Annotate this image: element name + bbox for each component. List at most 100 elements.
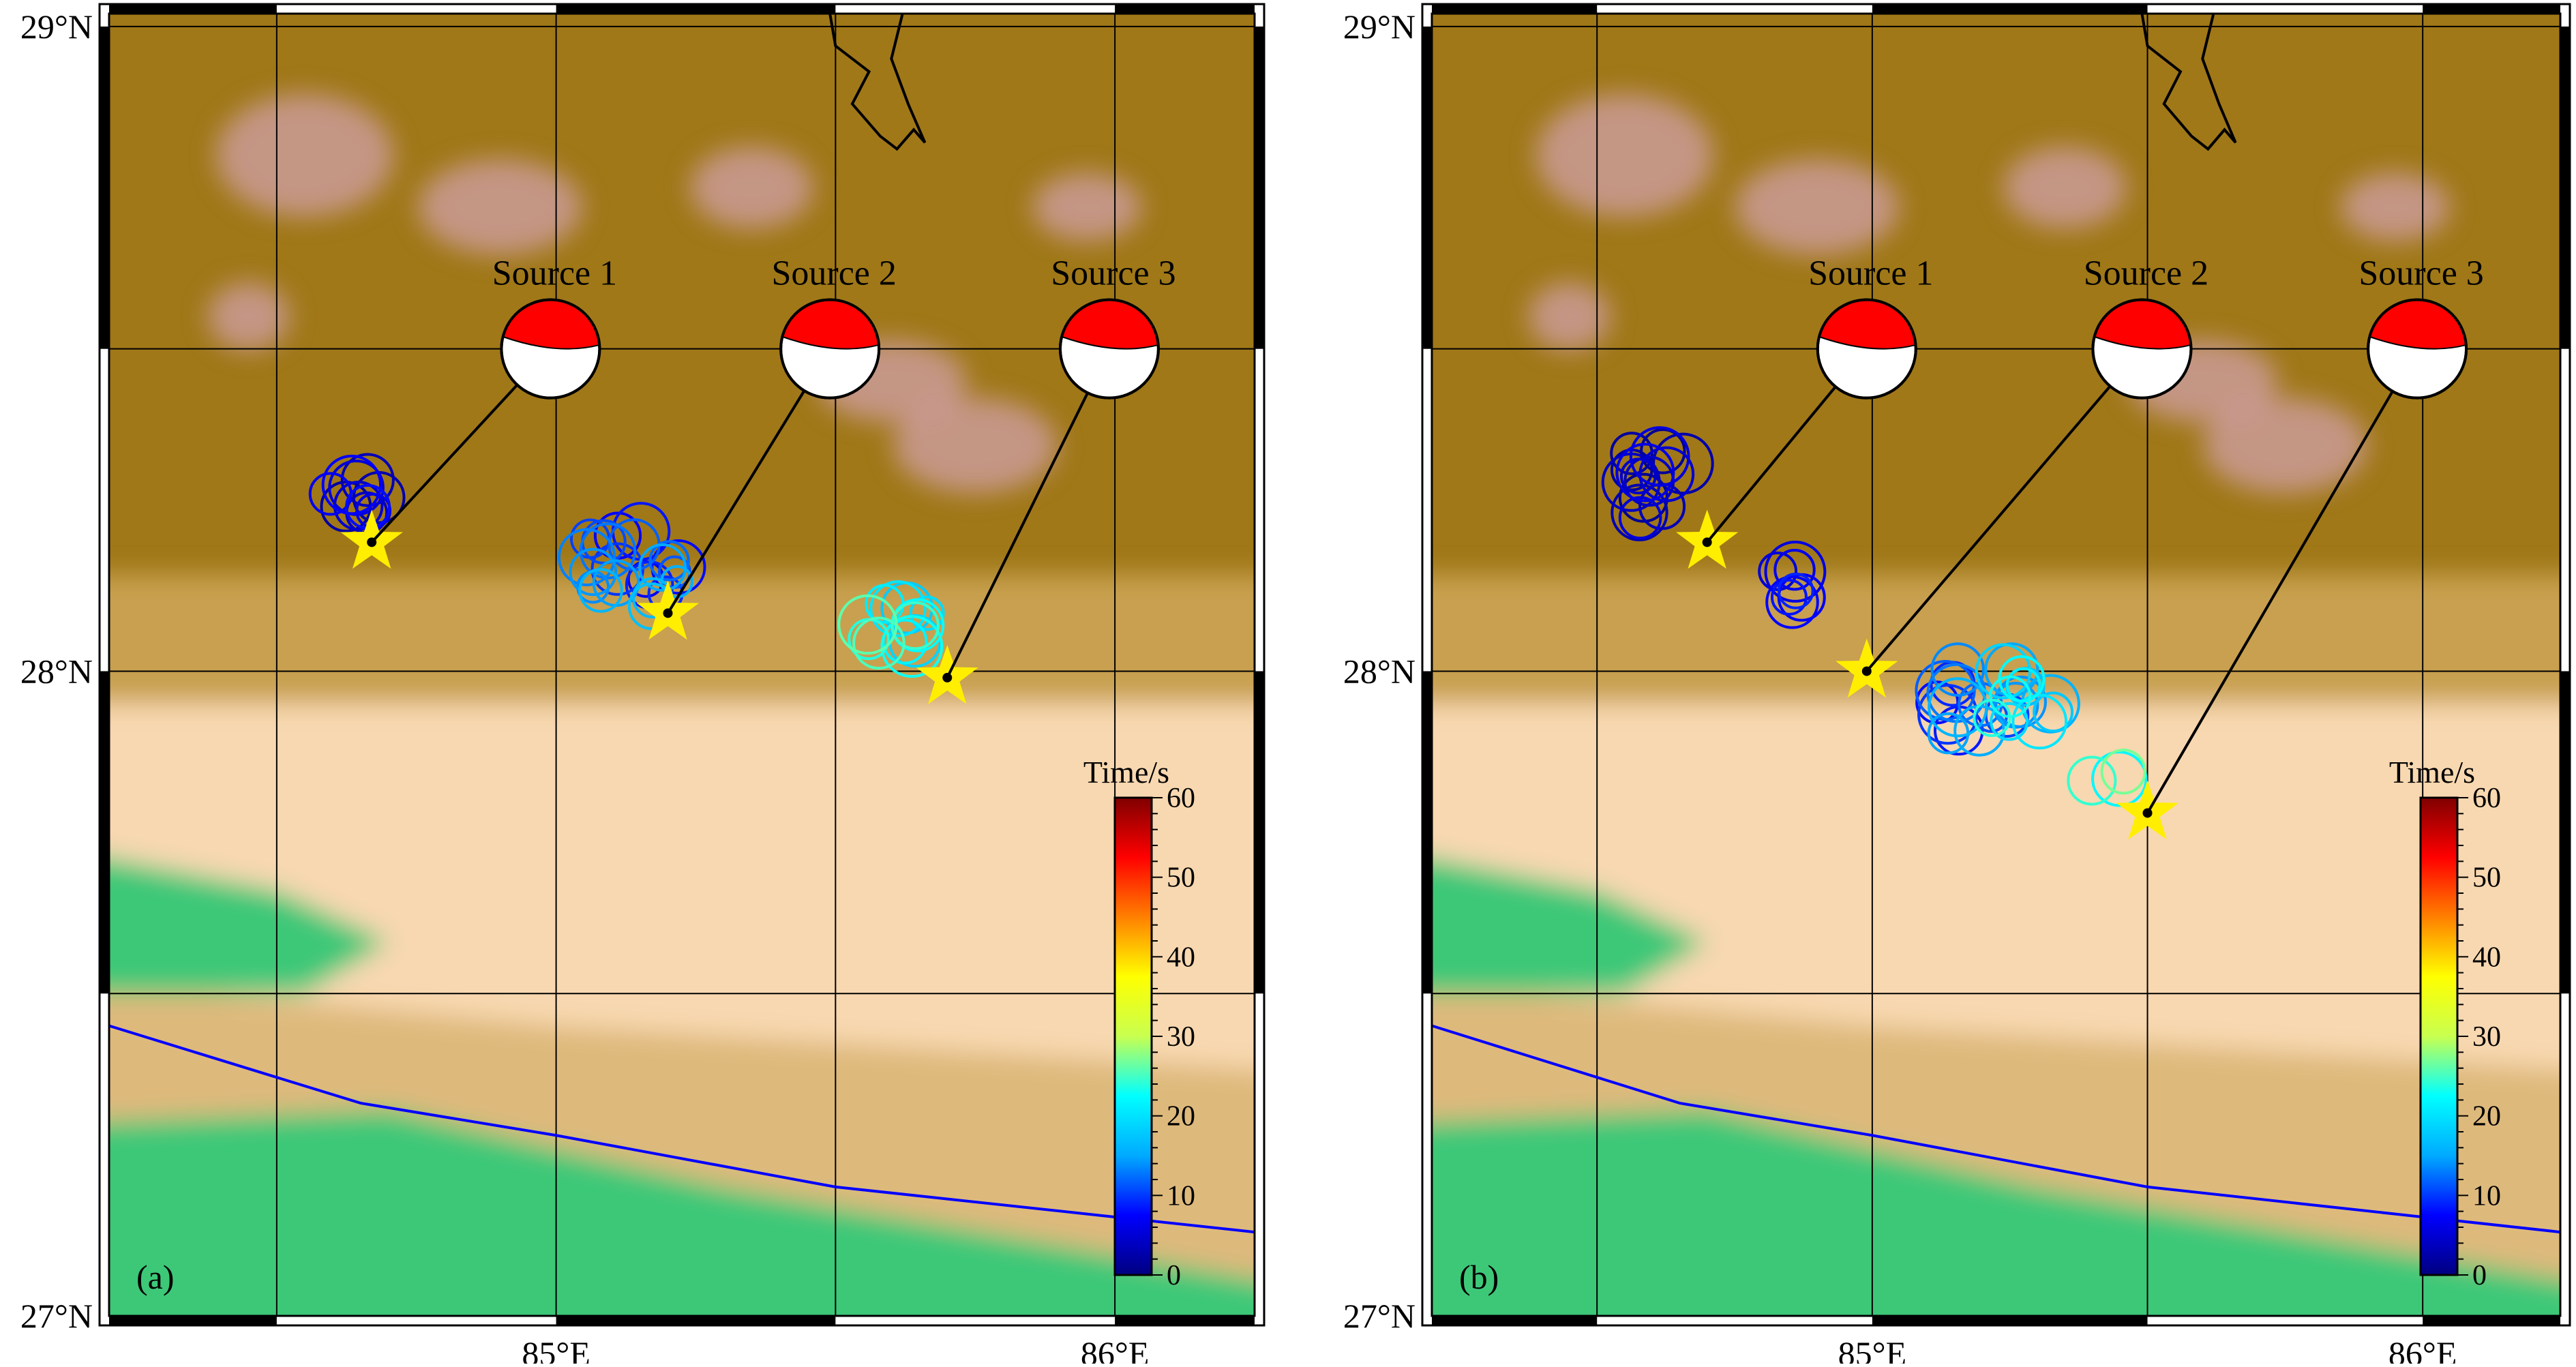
event-circle — [1928, 677, 1988, 738]
event-circle — [837, 594, 898, 655]
colorbar-tick-label: 10 — [1167, 1180, 1195, 1212]
y-tick-label: 27°N — [1343, 1297, 1416, 1335]
frame-segment — [556, 1316, 836, 1325]
terrain-peak — [1536, 94, 1713, 217]
source-label: Source 2 — [771, 254, 896, 293]
frame-segment — [1255, 26, 1264, 349]
frame-segment — [1115, 1316, 1255, 1325]
event-circle — [1777, 572, 1814, 610]
terrain-peak — [2203, 397, 2367, 494]
colorbar-title: Time/s — [1083, 755, 1169, 790]
event-circle — [557, 528, 616, 586]
terrain-relief — [1432, 14, 2560, 1316]
event-circle — [578, 568, 623, 613]
event-circle — [1973, 698, 2011, 737]
colorbar-ramp — [2419, 796, 2459, 1276]
beachball-outline — [500, 298, 601, 400]
event-circle — [1618, 496, 1662, 540]
terrain-peak — [1528, 282, 1611, 351]
event-circle — [909, 595, 945, 631]
terrain-peak — [418, 159, 582, 255]
frame-segment — [1872, 4, 2148, 14]
colorbar-tick-label: 30 — [2472, 1021, 2501, 1053]
colorbar-tick-label: 10 — [2472, 1180, 2501, 1212]
terrain-peak — [1735, 159, 1900, 255]
colorbar-tick-label: 60 — [1167, 783, 1195, 814]
epicenter-dot — [1702, 537, 1712, 547]
event-circle — [648, 540, 690, 582]
source-label: Source 2 — [2084, 254, 2208, 293]
colorbar: Time/s 0 10 20 30 40 50 60 — [2389, 755, 2501, 1291]
frame-segment — [100, 671, 109, 994]
epicenter-dot — [367, 537, 377, 547]
beachball-outline — [2091, 298, 2193, 400]
beachball-outline — [2367, 298, 2468, 400]
event-circle — [852, 616, 905, 670]
colorbar: Time/s 0 10 20 30 40 50 60 — [1083, 755, 1195, 1291]
event-circle — [340, 453, 395, 507]
frame-segment — [556, 4, 836, 14]
frame-segment — [109, 1316, 277, 1325]
source-1: Source 1 — [1676, 254, 1933, 569]
frame-segment — [1422, 671, 1432, 994]
frame-segment — [1432, 4, 1598, 14]
y-tick-label: 29°N — [1343, 7, 1416, 46]
panel-a: 85°E 86°E 27°N 28°N 29°N Source 1 Source 2 Sour… — [20, 3, 1265, 1367]
event-circle — [321, 454, 383, 515]
y-tick-label: 29°N — [20, 7, 93, 46]
epicenter-dot — [942, 672, 953, 682]
connector-line — [666, 348, 831, 614]
source-2: Source 2 — [636, 254, 897, 640]
beachball-outline — [1816, 298, 1917, 400]
event-circle — [2100, 749, 2146, 795]
event-circles — [1601, 426, 2148, 807]
source-2: Source 2 — [1836, 254, 2208, 698]
terrain-lowland — [1432, 1109, 2560, 1316]
map-frame — [1421, 3, 2571, 1327]
terrain-valley-west — [109, 858, 389, 994]
terrain-peak — [215, 94, 393, 217]
event-circle — [2067, 755, 2117, 806]
event-circle — [869, 580, 927, 637]
event-circle — [1611, 483, 1668, 541]
x-tick-label: 85°E — [522, 1334, 590, 1364]
event-circle — [2011, 693, 2068, 750]
beachball-outline — [1058, 298, 1160, 400]
event-circle — [880, 615, 944, 678]
frame-segment — [2423, 4, 2560, 14]
colorbar-ramp — [1113, 796, 1153, 1276]
colorbar-tick-label: 50 — [1167, 862, 1195, 894]
frame-segment — [2423, 1316, 2560, 1325]
y-tick-label: 28°N — [20, 652, 93, 690]
terrain-bands — [109, 94, 1255, 1316]
event-circle — [1930, 642, 1986, 697]
terrain-lowland — [109, 1109, 1255, 1316]
event-circle — [1770, 578, 1808, 616]
event-circle — [1773, 548, 1816, 591]
colorbar-tick-label: 0 — [1167, 1260, 1181, 1291]
beachball-outline — [779, 298, 881, 400]
x-tick-label: 85°E — [1838, 1334, 1907, 1364]
boundary-curve — [2140, 13, 2237, 151]
frame-segment — [100, 26, 109, 349]
source-label: Source 3 — [2358, 254, 2483, 293]
boundary-curve — [828, 13, 927, 151]
event-circle — [1638, 446, 1695, 502]
y-tick-label: 28°N — [1343, 652, 1416, 690]
x-tick-label: 86°E — [2388, 1334, 2457, 1364]
connector-line — [1866, 348, 2143, 672]
frame-segment — [2560, 671, 2570, 994]
terrain-peak — [2340, 172, 2450, 241]
terrain-peak — [207, 282, 290, 351]
source-label: Source 1 — [492, 254, 617, 293]
frame-segment — [1432, 1316, 1598, 1325]
epicenter-dot — [663, 608, 673, 618]
event-circle — [1615, 442, 1675, 502]
event-circle — [1994, 676, 2047, 728]
panel-label: (a) — [136, 1258, 175, 1296]
source-3: Source 3 — [2116, 254, 2484, 840]
panel-label: (b) — [1459, 1258, 1499, 1296]
y-tick-label: 27°N — [20, 1297, 93, 1335]
colorbar-tick-label: 30 — [1167, 1021, 1195, 1053]
